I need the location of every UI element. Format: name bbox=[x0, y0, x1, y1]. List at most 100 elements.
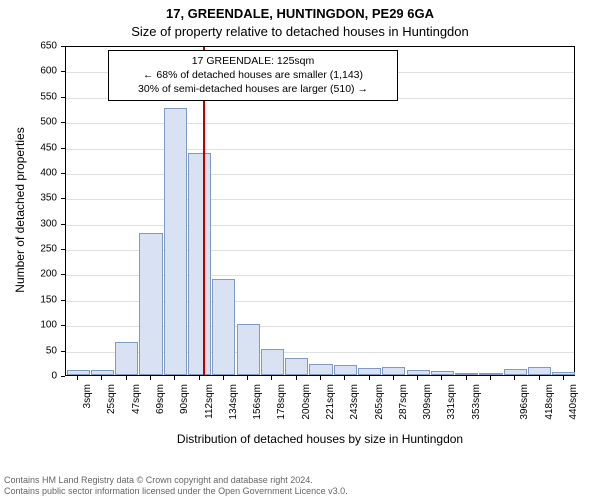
y-tick-mark bbox=[61, 46, 65, 47]
histogram-bar bbox=[67, 370, 90, 375]
y-tick-label: 0 bbox=[0, 371, 57, 382]
y-tick-mark bbox=[61, 148, 65, 149]
y-tick-mark bbox=[61, 71, 65, 72]
x-tick-mark bbox=[126, 376, 127, 380]
histogram-bar bbox=[237, 324, 260, 375]
y-tick-label: 500 bbox=[0, 117, 57, 128]
x-tick-mark bbox=[490, 376, 491, 380]
y-tick-mark bbox=[61, 325, 65, 326]
x-tick-mark bbox=[393, 376, 394, 380]
histogram-bar bbox=[115, 342, 138, 375]
x-tick-label: 47sqm bbox=[131, 384, 142, 444]
y-tick-label: 150 bbox=[0, 294, 57, 305]
x-tick-mark bbox=[563, 376, 564, 380]
x-tick-label: 112sqm bbox=[204, 384, 215, 444]
y-tick-mark bbox=[61, 198, 65, 199]
y-tick-mark bbox=[61, 122, 65, 123]
chart-container: 17, GREENDALE, HUNTINGDON, PE29 6GA Size… bbox=[0, 0, 600, 500]
gridline bbox=[66, 149, 574, 150]
gridline bbox=[66, 199, 574, 200]
x-tick-label: 3sqm bbox=[82, 384, 93, 444]
histogram-bar bbox=[334, 365, 357, 375]
annotation-box: 17 GREENDALE: 125sqm← 68% of detached ho… bbox=[108, 50, 398, 101]
y-tick-label: 250 bbox=[0, 244, 57, 255]
x-tick-label: 287sqm bbox=[398, 384, 409, 444]
y-tick-mark bbox=[61, 224, 65, 225]
y-tick-label: 650 bbox=[0, 41, 57, 52]
x-tick-label: 200sqm bbox=[301, 384, 312, 444]
histogram-bar bbox=[188, 153, 211, 375]
y-tick-mark bbox=[61, 249, 65, 250]
footer-line-1: Contains HM Land Registry data © Crown c… bbox=[4, 475, 348, 487]
y-tick-mark bbox=[61, 274, 65, 275]
x-tick-label: 90sqm bbox=[179, 384, 190, 444]
y-tick-label: 550 bbox=[0, 91, 57, 102]
histogram-bar bbox=[261, 349, 284, 375]
y-tick-mark bbox=[61, 300, 65, 301]
histogram-bar bbox=[504, 369, 527, 375]
histogram-bar bbox=[309, 364, 332, 375]
annotation-line: 30% of semi-detached houses are larger (… bbox=[115, 82, 391, 96]
y-tick-label: 300 bbox=[0, 218, 57, 229]
x-tick-mark bbox=[271, 376, 272, 380]
x-tick-mark bbox=[77, 376, 78, 380]
histogram-bar bbox=[455, 373, 478, 375]
x-tick-mark bbox=[199, 376, 200, 380]
histogram-bar bbox=[285, 358, 308, 375]
x-tick-mark bbox=[174, 376, 175, 380]
x-tick-label: 69sqm bbox=[155, 384, 166, 444]
histogram-bar bbox=[407, 370, 430, 375]
x-tick-mark bbox=[466, 376, 467, 380]
annotation-line: 17 GREENDALE: 125sqm bbox=[115, 54, 391, 68]
histogram-bar bbox=[212, 279, 235, 375]
gridline bbox=[66, 123, 574, 124]
histogram-bar bbox=[479, 373, 502, 375]
x-tick-mark bbox=[296, 376, 297, 380]
footer-line-2: Contains public sector information licen… bbox=[4, 486, 348, 498]
x-tick-mark bbox=[223, 376, 224, 380]
histogram-bar bbox=[431, 371, 454, 375]
chart-subtitle: Size of property relative to detached ho… bbox=[0, 24, 600, 39]
histogram-bar bbox=[164, 108, 187, 375]
gridline bbox=[66, 174, 574, 175]
x-tick-mark bbox=[101, 376, 102, 380]
gridline bbox=[66, 225, 574, 226]
x-tick-label: 25sqm bbox=[106, 384, 117, 444]
x-tick-label: 331sqm bbox=[446, 384, 457, 444]
y-tick-label: 200 bbox=[0, 269, 57, 280]
x-tick-label: 309sqm bbox=[422, 384, 433, 444]
histogram-bar bbox=[528, 367, 551, 375]
x-tick-label: 353sqm bbox=[471, 384, 482, 444]
histogram-bar bbox=[552, 372, 575, 375]
x-tick-mark bbox=[150, 376, 151, 380]
y-tick-mark bbox=[61, 376, 65, 377]
x-tick-label: 134sqm bbox=[228, 384, 239, 444]
chart-title: 17, GREENDALE, HUNTINGDON, PE29 6GA bbox=[0, 6, 600, 21]
x-tick-label: 265sqm bbox=[374, 384, 385, 444]
histogram-bar bbox=[139, 233, 162, 375]
x-tick-mark bbox=[344, 376, 345, 380]
histogram-bar bbox=[91, 370, 114, 375]
x-tick-mark bbox=[320, 376, 321, 380]
x-tick-label: 396sqm bbox=[519, 384, 530, 444]
footer-text: Contains HM Land Registry data © Crown c… bbox=[4, 475, 348, 498]
y-tick-mark bbox=[61, 351, 65, 352]
x-tick-mark bbox=[539, 376, 540, 380]
x-tick-mark bbox=[417, 376, 418, 380]
y-tick-label: 350 bbox=[0, 193, 57, 204]
x-tick-label: 221sqm bbox=[325, 384, 336, 444]
x-tick-label: 178sqm bbox=[276, 384, 287, 444]
x-tick-mark bbox=[369, 376, 370, 380]
x-tick-label: 156sqm bbox=[252, 384, 263, 444]
y-tick-label: 50 bbox=[0, 345, 57, 356]
x-tick-mark bbox=[247, 376, 248, 380]
y-tick-label: 450 bbox=[0, 142, 57, 153]
x-tick-mark bbox=[514, 376, 515, 380]
y-tick-label: 400 bbox=[0, 167, 57, 178]
x-tick-label: 440sqm bbox=[568, 384, 579, 444]
y-tick-mark bbox=[61, 97, 65, 98]
annotation-line: ← 68% of detached houses are smaller (1,… bbox=[115, 68, 391, 82]
x-tick-label: 418sqm bbox=[544, 384, 555, 444]
x-tick-label: 243sqm bbox=[349, 384, 360, 444]
y-tick-mark bbox=[61, 173, 65, 174]
